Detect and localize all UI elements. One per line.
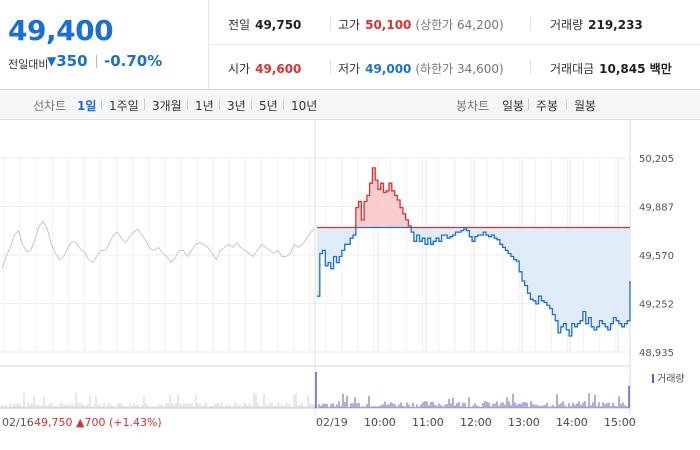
row-divider	[209, 44, 700, 45]
prev-change: 700 (+1.43%)	[84, 416, 162, 429]
tab-1y[interactable]: 1년	[195, 99, 214, 113]
divider	[566, 99, 567, 110]
amount-value: 10,845 백만	[599, 62, 672, 76]
amount-label: 거래대금	[550, 62, 595, 76]
y-tick-label: 49,252	[639, 300, 674, 311]
divider	[96, 55, 97, 68]
tab-5y[interactable]: 5년	[259, 99, 278, 113]
volume-info: 거래량 219,233	[550, 16, 643, 33]
divider	[530, 60, 531, 74]
chart-period-tabs: 선차트 1일 1주일 3개월 1년 3년 5년 10년 봉차트 일봉 주봉 월봉	[0, 90, 700, 120]
divider	[144, 99, 145, 110]
chart-grid	[0, 120, 631, 414]
open-label: 시가	[228, 62, 251, 76]
y-axis-ticks: 50,205 49,887 49,570 49,252 48,935	[639, 154, 674, 359]
prev-date: 02/16	[2, 416, 34, 429]
quote-header: 49,400 전일대비 ▼350 -0.70% 전일 49,750 고가 50,10…	[0, 0, 700, 90]
change-label: 전일대비	[8, 58, 49, 71]
lower-limit: (하한가 34,600)	[415, 62, 504, 76]
divider	[528, 99, 529, 110]
prev-close-value: 49,750	[255, 18, 302, 32]
y-tick-label: 49,887	[639, 203, 674, 214]
low-label: 저가	[338, 62, 361, 76]
divider	[219, 99, 220, 110]
triangle-down-icon: ▼	[47, 54, 57, 68]
divider	[251, 99, 252, 110]
tab-1d[interactable]: 1일	[77, 99, 97, 113]
time-tick: 15:00	[604, 416, 636, 429]
prev-day-line	[1, 220, 316, 269]
above-baseline-fill	[317, 167, 630, 228]
volume-legend-label: 거래량	[657, 373, 685, 385]
volume-legend-swatch	[652, 374, 654, 383]
price-summary: 49,400 전일대비 ▼350 -0.70%	[0, 0, 209, 89]
triangle-up-icon: ▲	[76, 416, 85, 429]
upper-limit: (상한가 64,200)	[415, 18, 504, 32]
tab-weekly-candle[interactable]: 주봉	[536, 99, 559, 113]
price-chart[interactable]: 50,205 49,887 49,570 49,252 48,935 거래량	[0, 120, 700, 450]
prev-close-summary: 49,750 ▲700 (+1.43%)	[34, 416, 162, 429]
volume-legend: 거래량	[652, 373, 685, 385]
today-line-below	[317, 226, 631, 337]
low-value: 49,000	[365, 62, 412, 76]
below-baseline-fill	[317, 227, 630, 336]
tab-daily-candle[interactable]: 일봉	[502, 99, 525, 113]
change-amount-value: 350	[56, 52, 88, 70]
change-percent: -0.70%	[104, 52, 163, 70]
time-tick: 11:00	[412, 416, 444, 429]
change-amount: ▼350	[47, 52, 88, 70]
divider	[187, 99, 188, 110]
candle-chart-label: 봉차트	[456, 99, 490, 113]
tab-monthly-candle[interactable]: 월봉	[574, 99, 597, 113]
time-tick: 13:00	[508, 416, 540, 429]
open-value: 49,600	[255, 62, 302, 76]
tab-3y[interactable]: 3년	[227, 99, 246, 113]
divider	[530, 16, 531, 30]
time-tick: 12:00	[460, 416, 492, 429]
tab-1w[interactable]: 1주일	[109, 99, 139, 113]
prev-close-label: 전일	[228, 18, 251, 32]
volume-value: 219,233	[588, 18, 643, 32]
prev-close-price: 49,750	[34, 416, 73, 429]
y-tick-label: 50,205	[639, 154, 674, 165]
prev-close-info: 전일 49,750	[228, 16, 301, 33]
high-info: 고가 50,100 (상한가 64,200)	[338, 16, 504, 33]
volume-label: 거래량	[550, 18, 584, 32]
time-axis: 02/16 49,750 ▲700 (+1.43%) 02/19 10:00 1…	[0, 414, 700, 434]
low-info: 저가 49,000 (하한가 34,600)	[338, 60, 504, 77]
y-tick-label: 49,570	[639, 251, 674, 262]
divider	[283, 99, 284, 110]
tab-3m[interactable]: 3개월	[152, 99, 182, 113]
y-tick-label: 48,935	[639, 348, 674, 359]
volume-bars	[1, 372, 630, 408]
current-price: 49,400	[8, 14, 114, 47]
today-line-above	[317, 167, 630, 229]
today-date: 02/19	[316, 416, 348, 429]
line-chart-label: 선차트	[33, 99, 67, 113]
high-label: 고가	[338, 18, 361, 32]
divider	[330, 16, 331, 30]
amount-info: 거래대금 10,845 백만	[550, 60, 672, 77]
time-tick: 14:00	[556, 416, 588, 429]
time-tick: 10:00	[364, 416, 396, 429]
high-value: 50,100	[365, 18, 412, 32]
open-info: 시가 49,600	[228, 60, 301, 77]
tab-10y[interactable]: 10년	[291, 99, 318, 113]
divider	[330, 60, 331, 74]
divider	[101, 99, 102, 110]
